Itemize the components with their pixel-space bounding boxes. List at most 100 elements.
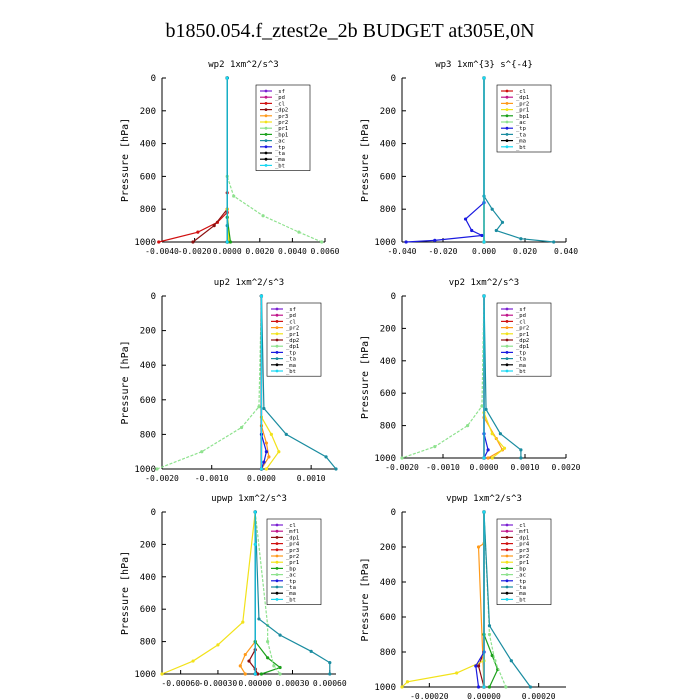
data-point [241,620,245,624]
chart-title: vpwp 1xm^2/s^3 [446,494,522,504]
x-tick-label: -0.020 [429,247,458,256]
x-tick-label: 0.040 [554,247,578,256]
data-point [519,448,523,452]
legend-marker [505,554,509,558]
legend-entry: _bp1 [275,132,288,138]
legend-entry: _dp1 [286,535,299,541]
data-point [266,656,270,660]
data-point [191,240,195,244]
y-tick-label: 400 [380,578,396,588]
legend-entry: _ta [516,585,526,591]
legend-entry: _tp [516,126,526,132]
legend-entry: _ta [286,357,296,363]
y-axis-label: Pressure [hPa] [360,557,371,641]
y-tick-label: 200 [380,107,396,117]
y-tick-label: 800 [140,430,156,440]
y-axis-label: Pressure [hPa] [360,118,371,202]
x-tick-label: 0.0000 [247,474,276,483]
data-point [328,672,332,676]
legend-entry: _dp1 [516,535,529,541]
legend-marker [505,560,509,564]
series-line-ac [254,511,281,675]
data-point [247,659,251,663]
legend-marker [264,114,268,118]
data-point [433,445,437,449]
data-point [487,632,492,637]
legend-marker [505,548,509,552]
data-point [264,441,268,445]
data-point [476,664,481,668]
legend-marker [275,369,279,373]
legend-entry: _pr1 [286,560,299,566]
legend-marker [505,338,509,342]
legend-marker [264,89,268,93]
legend-marker [275,554,279,558]
legend-entry: _sf [275,89,285,95]
chart-title: vp2 1xm^2/s^3 [449,278,519,288]
legend-marker [275,332,279,336]
data-point [196,230,200,234]
x-tick-label: 0.00060 [313,679,347,688]
data-point [272,664,276,668]
legend-marker [505,145,509,149]
data-point [519,456,523,460]
legend-marker [275,351,279,354]
data-point [400,685,404,689]
y-tick-label: 600 [380,389,396,399]
legend-entry: _bp [286,566,296,572]
data-point [433,238,437,242]
legend-marker [505,591,509,595]
legend-marker [275,548,279,552]
legend-marker [505,133,509,136]
legend-marker [275,320,279,323]
legend-marker [264,164,268,167]
legend-marker [505,363,509,367]
data-point [160,672,164,676]
legend-marker [505,529,509,533]
legend-entry: _tp [286,350,296,356]
data-point [502,446,507,450]
data-point [324,455,328,459]
x-tick-label: 0.0040 [278,247,307,256]
data-point [259,294,264,298]
data-point [463,217,468,221]
x-tick-label: 0.000 [472,247,496,256]
x-tick-label: 0.00020 [522,692,556,700]
chart-4: vp2 1xm^2/s^3 Pressure [hPa] 0 200 400 600 800… [360,278,581,472]
x-tick-label: -0.0010 [426,463,460,472]
x-tick-label: 0.00000 [467,692,501,700]
legend-marker [505,307,509,311]
legend-marker [505,120,509,124]
legend-entry: _dp2 [516,338,529,344]
legend-entry: _cl [286,523,296,529]
data-point [278,633,282,637]
legend-entry: _pr2 [286,554,299,560]
series-line-pr1 [161,511,256,675]
legend-entry: _pd [275,95,285,101]
data-point [400,456,404,460]
legend-entry: _bt [286,369,296,375]
legend-marker [505,536,509,539]
y-tick-label: 0 [391,508,396,518]
legend-entry: _bt [516,597,526,603]
legend-marker [275,585,279,589]
legend-entry: _ta [275,151,285,157]
legend-marker [275,313,279,317]
legend-marker [264,151,268,155]
y-tick-label: 400 [140,140,156,150]
data-point [297,230,301,234]
chart-3: up2 1xm^2/s^3 Pressure [hPa] 0 200 400 600 800… [120,278,338,483]
data-point [253,542,257,547]
data-point [486,456,490,460]
data-point [253,672,257,676]
y-tick-label: 200 [140,327,156,337]
x-tick-label: 0.0000 [470,463,499,472]
legend-entry: _ma [275,157,285,163]
y-tick-label: 0 [151,508,156,518]
legend-entry: _bt [275,163,285,169]
data-point [257,405,261,409]
legend-entry: _pr3 [286,548,299,554]
series-line-ta [483,511,531,688]
data-point [504,685,508,689]
legend-entry: _ta [516,132,526,138]
